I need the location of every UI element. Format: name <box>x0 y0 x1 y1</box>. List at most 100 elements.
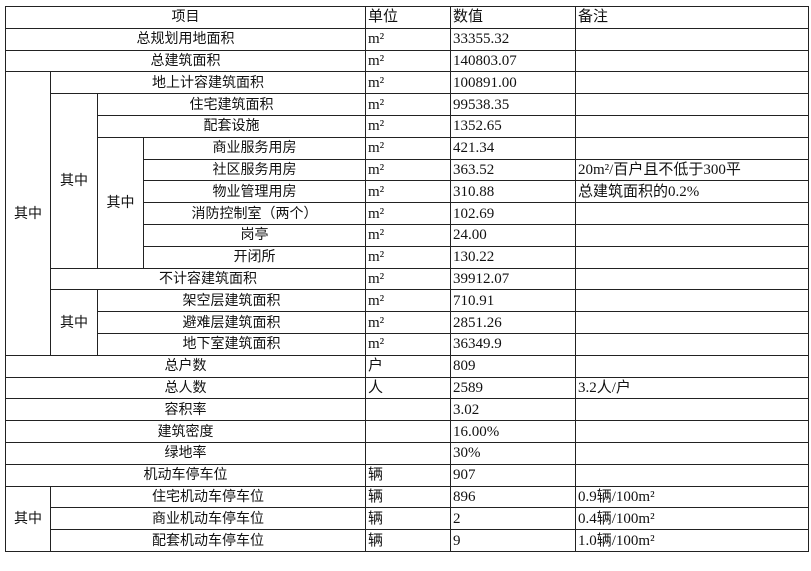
table-row: 其中 地上计容建筑面积 m² 100891.00 <box>5 71 809 356</box>
value-cell: 809 <box>450 354 576 378</box>
item-cell: 开闭所 <box>143 245 366 269</box>
note-cell <box>575 27 809 51</box>
item-cell: 配套机动车停车位 <box>50 529 366 552</box>
group-label: 其中 <box>5 485 51 552</box>
item-cell: 不计容建筑面积 <box>50 267 366 291</box>
value-cell: 2589 <box>450 376 576 400</box>
note-cell: 总建筑面积的0.2% <box>575 180 809 204</box>
item-cell: 商业机动车停车位 <box>50 507 366 531</box>
note-cell <box>575 311 809 334</box>
value-cell: 99538.35 <box>450 93 576 116</box>
value-cell: 16.00% <box>450 420 576 443</box>
value-cell: 896 <box>450 485 576 509</box>
unit-cell: 辆 <box>365 485 451 509</box>
group-label: 其中 <box>50 93 98 269</box>
table-row: 不计容建筑面积 m² 39912.07 <box>6 267 809 291</box>
value-cell: 363.52 <box>450 158 576 182</box>
note-cell <box>575 420 809 443</box>
value-cell: 130.22 <box>450 245 576 269</box>
note-cell <box>575 289 809 313</box>
unit-cell: m² <box>365 71 451 95</box>
table-row: 社区服务用房 m² 363.52 20m²/百户且不低于300平 <box>6 158 809 182</box>
unit-cell: 辆 <box>365 463 451 487</box>
indicator-table: 项目 单位 数值 备注 总规划用地面积 m² 33355.32 总建筑面积 m² 1408… <box>5 6 809 552</box>
table-row: 开闭所 m² 130.22 <box>6 245 809 269</box>
table-row: 容积率 3.02 <box>5 398 809 422</box>
header-value: 数值 <box>450 6 576 29</box>
unit-cell <box>365 420 451 443</box>
note-cell <box>575 332 809 356</box>
item-cell: 消防控制室（两个） <box>143 202 366 225</box>
item-cell: 总人数 <box>5 376 366 400</box>
item-cell: 总户数 <box>5 354 366 378</box>
value-cell: 39912.07 <box>450 267 576 291</box>
table-row: 岗亭 m² 24.00 <box>6 223 809 247</box>
value-cell: 2 <box>450 507 576 531</box>
table-header-row: 项目 单位 数值 备注 <box>5 6 809 29</box>
note-cell <box>575 93 809 116</box>
item-cell: 绿地率 <box>5 441 366 465</box>
note-cell <box>575 114 809 138</box>
value-cell: 30% <box>450 441 576 465</box>
table-row: 机动车停车位辆 907 <box>5 463 809 487</box>
unit-cell: 户 <box>365 354 451 378</box>
item-cell: 避难层建筑面积 <box>97 311 366 334</box>
item-cell: 住宅建筑面积 <box>97 93 366 116</box>
unit-cell: m² <box>365 158 451 182</box>
note-cell <box>575 71 809 95</box>
item-cell: 总规划用地面积 <box>5 27 366 51</box>
note-cell: 3.2人/户 <box>575 376 809 400</box>
item-cell: 机动车停车位 <box>5 463 366 487</box>
note-cell <box>575 441 809 465</box>
item-cell: 商业服务用房 <box>143 136 366 160</box>
table-row: 总建筑面积 m² 140803.07 <box>5 49 809 73</box>
item-cell: 地上计容建筑面积 <box>50 71 366 95</box>
item-cell: 地下室建筑面积 <box>97 332 366 356</box>
note-cell: 20m²/百户且不低于300平 <box>575 158 809 182</box>
table-row: 其中 商业服务用房 m² 421.34 <box>6 136 809 269</box>
unit-cell <box>365 398 451 422</box>
note-cell <box>575 245 809 269</box>
table-row: 配套设施 m² 1352.65 <box>6 114 809 138</box>
group-label: 其中 <box>50 289 98 356</box>
unit-cell: m² <box>365 245 451 269</box>
value-cell: 421.34 <box>450 136 576 160</box>
note-cell <box>575 49 809 73</box>
note-cell <box>575 267 809 291</box>
item-cell: 岗亭 <box>143 223 366 247</box>
value-cell: 102.69 <box>450 202 576 225</box>
unit-cell: 人 <box>365 376 451 400</box>
table-row: 其中 住宅建筑面积 m² 99538.35 <box>6 93 809 269</box>
unit-cell: m² <box>365 202 451 225</box>
item-cell: 容积率 <box>5 398 366 422</box>
unit-cell: m² <box>365 180 451 204</box>
value-cell: 140803.07 <box>450 49 576 73</box>
value-cell: 2851.26 <box>450 311 576 334</box>
unit-cell: m² <box>365 267 451 291</box>
group-label: 其中 <box>97 136 144 269</box>
item-cell: 社区服务用房 <box>143 158 366 182</box>
item-cell: 架空层建筑面积 <box>97 289 366 313</box>
unit-cell: 辆 <box>365 529 451 552</box>
note-cell: 1.0辆/100m² <box>575 529 809 552</box>
header-note: 备注 <box>575 6 809 29</box>
table-row: 总规划用地面积 m² 33355.32 <box>5 27 809 51</box>
value-cell: 36349.9 <box>450 332 576 356</box>
table-row: 物业管理用房 m² 310.88 总建筑面积的0.2% <box>6 180 809 204</box>
table-row: 其中 架空层建筑面积 m² 710.91 <box>6 289 809 356</box>
unit-cell: m² <box>365 27 451 51</box>
unit-cell: m² <box>365 136 451 160</box>
table-row: 绿地率 30% <box>5 441 809 465</box>
table-row: 总户数户 809 <box>5 354 809 378</box>
value-cell: 3.02 <box>450 398 576 422</box>
unit-cell: m² <box>365 311 451 334</box>
note-cell <box>575 202 809 225</box>
note-cell <box>575 223 809 247</box>
header-item: 项目 <box>5 6 366 29</box>
table-row: 建筑密度 16.00% <box>5 420 809 443</box>
value-cell: 100891.00 <box>450 71 576 95</box>
table-row: 配套机动车停车位辆 9 1.0辆/100m² <box>6 529 809 552</box>
value-cell: 9 <box>450 529 576 552</box>
note-cell <box>575 354 809 378</box>
header-unit: 单位 <box>365 6 451 29</box>
